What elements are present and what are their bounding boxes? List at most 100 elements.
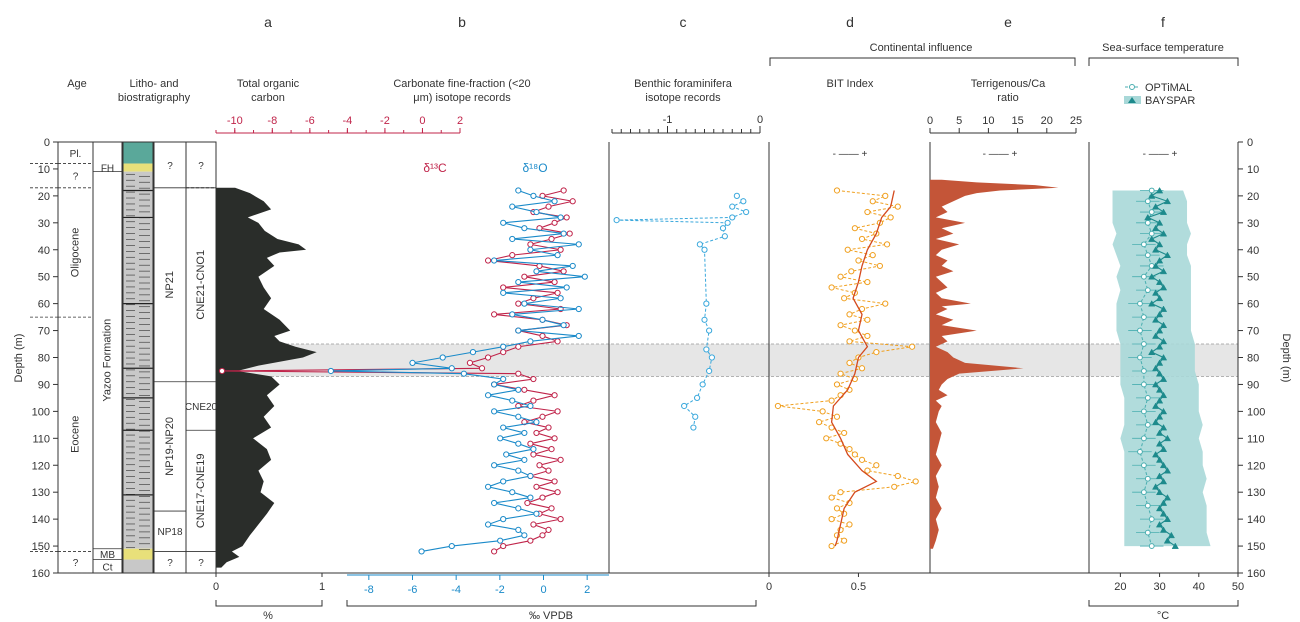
np-column-label: ? <box>167 161 173 172</box>
legend-optimal-label: OPTiMAL <box>1145 82 1192 94</box>
optimal-point <box>1137 448 1143 455</box>
bit-point <box>841 537 848 544</box>
d13c-point <box>527 241 534 248</box>
d13c-point <box>530 295 537 302</box>
d18o-point <box>515 526 522 534</box>
d18o-point <box>569 262 576 270</box>
d13c-point <box>554 408 561 415</box>
terr-tick-label: 5 <box>956 115 962 127</box>
bit-point <box>841 429 848 437</box>
d18o-point <box>521 300 528 307</box>
bit-point <box>815 419 823 426</box>
optimal-point <box>1148 187 1155 194</box>
d18o-point <box>527 472 534 480</box>
d13c-point <box>563 214 570 221</box>
panel-letter-d: d <box>846 14 854 30</box>
d13c-point <box>539 494 546 501</box>
d13c-point <box>533 483 540 490</box>
d18o-point <box>409 359 416 366</box>
optimal-point <box>1140 435 1147 442</box>
panel-title-f: Sea-surface temperature <box>1102 42 1224 54</box>
d18o-point <box>560 322 567 329</box>
d18o-point <box>527 494 534 501</box>
cne-column-label: ? <box>198 558 204 569</box>
bayspar-point <box>1159 510 1168 517</box>
benthic-point <box>696 241 703 248</box>
lithology-mb <box>123 548 153 560</box>
depth-tick-label-right: 70 <box>1247 326 1259 338</box>
benthic-point <box>699 381 706 388</box>
bayspar-point <box>1155 327 1164 334</box>
d13c-point <box>539 332 546 340</box>
panel-letter-e: e <box>1004 14 1012 30</box>
d18o-point <box>460 370 467 377</box>
bayspar-point <box>1159 445 1168 452</box>
bayspar-point <box>1152 203 1160 210</box>
bayspar-point <box>1155 294 1164 302</box>
d13c-point <box>521 273 528 280</box>
d13c-point <box>545 424 552 431</box>
bayspar-point <box>1159 461 1168 469</box>
benthic-point <box>733 192 740 199</box>
benthic-point <box>703 300 710 307</box>
depth-tick-label-left: 80 <box>38 353 50 365</box>
bit-point <box>846 521 853 528</box>
bit-point <box>869 198 876 205</box>
bayspar-point <box>1155 456 1164 463</box>
sst-legend: OPTiMAL BAYSPAR <box>1124 82 1195 107</box>
benthic-point <box>706 327 713 334</box>
d13c-point <box>551 219 558 226</box>
bayspar-point <box>1155 386 1164 393</box>
bayspar-point <box>1152 332 1160 339</box>
optimal-point <box>1144 287 1151 294</box>
depth-tick-label-right: 140 <box>1247 514 1265 526</box>
legend-bayspar-marker <box>1128 97 1136 103</box>
bit-point <box>837 322 844 329</box>
depth-tick-label-right: 10 <box>1247 164 1259 176</box>
label-d18o: δ¹⁸O <box>522 161 547 175</box>
toc-tick-label: 1 <box>319 581 325 593</box>
panel-title-e: Terrigenous/Ca ratio <box>971 78 1046 104</box>
bayspar-point <box>1159 424 1168 431</box>
d13c-point <box>527 440 534 447</box>
optimal-point <box>1140 489 1147 496</box>
np-column-label: NP18 <box>157 527 182 538</box>
bayspar-point <box>1148 300 1156 307</box>
optimal-point <box>1144 475 1151 482</box>
age-column-label: ? <box>73 558 79 569</box>
bracket-bc <box>346 600 757 607</box>
d13c-point <box>551 478 558 485</box>
litho-header-line: Litho- and <box>130 78 179 90</box>
d18o-point <box>533 208 540 216</box>
lithology-pliocene <box>123 142 153 164</box>
d18o-point <box>509 311 516 318</box>
trend-f: - —— + <box>1143 149 1178 160</box>
depth-tick-label-left: 90 <box>38 379 50 391</box>
bracket-f <box>1088 600 1239 607</box>
d13c-point <box>566 230 573 237</box>
bayspar-point <box>1155 397 1164 404</box>
depth-tick-label-left: 130 <box>32 487 50 499</box>
d13c-point <box>548 235 555 243</box>
bit-point <box>887 214 894 221</box>
d13c-point <box>500 542 507 550</box>
bit-point <box>828 397 835 404</box>
c-title-line: Benthic foraminifera <box>634 78 733 90</box>
np-column-label: NP21 <box>164 271 176 299</box>
depth-tick-label-right: 130 <box>1247 487 1265 499</box>
bit-point <box>882 300 889 307</box>
bit-point <box>855 257 862 264</box>
bit-point <box>864 208 871 216</box>
cne-column-label: CNE20 <box>185 402 218 413</box>
lithology-fh <box>123 163 153 172</box>
benthic-point <box>724 219 731 226</box>
d13c-point <box>500 284 507 291</box>
d18o-point <box>533 419 540 426</box>
d13c-point <box>545 526 552 534</box>
bayspar-point <box>1159 375 1168 382</box>
bit-point <box>909 343 916 350</box>
depth-tick-label-left: 140 <box>32 514 50 526</box>
panel-letter-c: c <box>680 14 687 30</box>
formation-column-label: Ct <box>103 562 113 573</box>
bit-point <box>864 467 871 474</box>
